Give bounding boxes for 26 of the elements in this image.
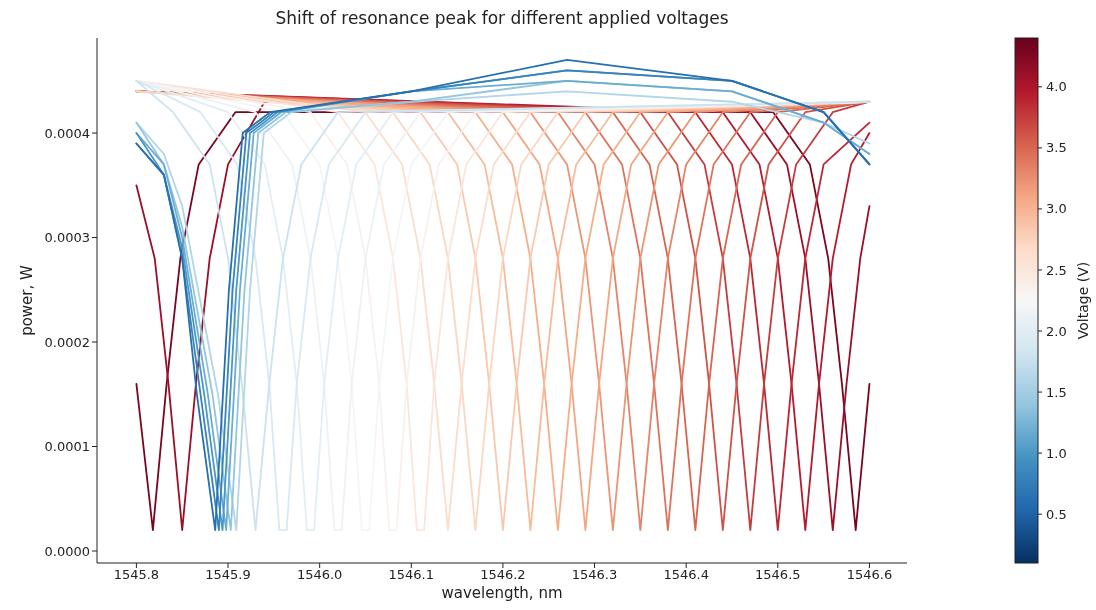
color-bar-label: 3.0 [1046,201,1067,217]
y-axis-title: power, W [18,264,37,336]
color-bar-label: 1.5 [1046,384,1067,400]
color-bar-label: 0.5 [1046,506,1067,522]
y-tick-label: 0.0000 [44,543,90,559]
y-tick-label: 0.0004 [44,125,90,141]
color-bar-label: 3.5 [1046,140,1067,156]
x-tick-label: 1546.2 [480,567,526,583]
x-tick-label: 1546.0 [296,567,343,583]
x-axis-title: wavelength, nm [440,583,564,603]
y-tick-label: 0.0002 [44,334,90,350]
color-bar-label: 2.5 [1046,262,1067,278]
y-tick-label: 0.0003 [44,230,90,246]
color-bar-title: Voltage (V) [1075,261,1091,340]
color-bar-label: 1.0 [1046,445,1067,461]
x-tick-label: 1546.4 [663,567,709,583]
x-tick-label: 1546.1 [388,567,435,583]
x-tick-label: 1545.9 [205,567,251,583]
color-bar-label: 4.0 [1046,79,1067,95]
x-tick-label: 1546.6 [846,567,893,583]
chart-title: Shift of resonance peak for different applied voltages [274,8,730,28]
x-tick-label: 1546.5 [755,567,801,583]
x-tick-label: 1546.3 [571,567,618,583]
y-tick-label: 0.0001 [44,439,90,455]
color-bar-label: 2.0 [1046,323,1067,339]
x-tick-label: 1545.8 [113,567,160,583]
